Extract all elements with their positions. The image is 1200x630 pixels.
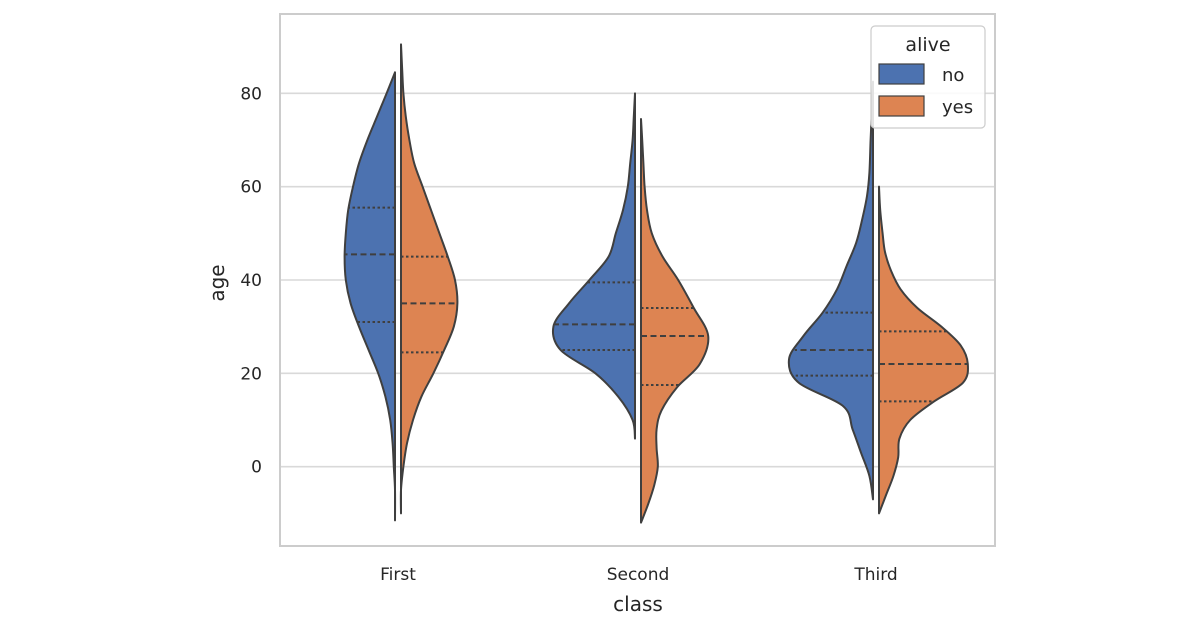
legend-swatch-yes <box>878 95 925 117</box>
legend-label-no: no <box>942 65 964 86</box>
y-tick-label: 0 <box>251 458 262 478</box>
y-tick-label: 40 <box>240 271 262 291</box>
legend-label-yes: yes <box>942 97 973 118</box>
legend: alive no yes <box>870 25 986 129</box>
violin-no-second <box>551 92 636 440</box>
x-tick-label: First <box>380 565 416 585</box>
violins <box>343 43 970 524</box>
quartile-lines <box>344 206 968 403</box>
y-axis-label: age <box>205 264 229 301</box>
plot-frame <box>279 13 996 547</box>
y-tick-label: 80 <box>240 84 262 104</box>
x-tick-label: Second <box>607 565 670 585</box>
y-tick-labels: 0 20 40 60 80 <box>240 84 262 477</box>
legend-swatch-no <box>878 63 925 85</box>
y-tick-label: 60 <box>240 178 262 198</box>
violin-yes-third <box>878 185 970 515</box>
grid-lines <box>280 92 995 468</box>
x-axis-label: class <box>613 592 663 616</box>
violin-no-first <box>343 71 397 522</box>
violin-yes-first <box>399 43 459 515</box>
x-tick-label: Third <box>853 565 897 585</box>
violin-no-third <box>787 80 874 501</box>
x-tick-labels: First Second Third <box>380 565 898 585</box>
legend-title: alive <box>905 34 950 56</box>
y-tick-label: 20 <box>240 364 262 384</box>
